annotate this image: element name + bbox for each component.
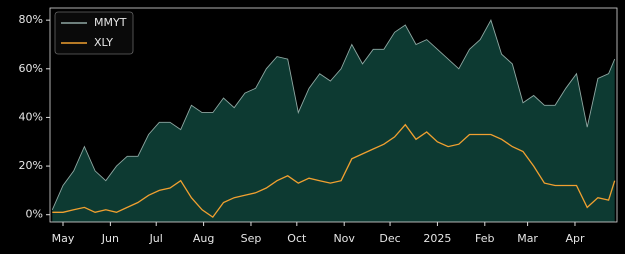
- area: [52, 20, 615, 223]
- line: [51, 19, 616, 210]
- x-tick-label: Apr: [565, 232, 585, 245]
- legend-label: XLY: [94, 36, 113, 49]
- legend: MMYT XLY: [54, 11, 134, 55]
- x-tick-label: Mar: [517, 232, 538, 245]
- line: [52, 123, 616, 218]
- legend-label: MMYT: [94, 16, 127, 29]
- x-tick-label: Sep: [241, 232, 262, 245]
- y-tick-label: 40%: [19, 110, 43, 123]
- x-tick-label: Nov: [333, 232, 355, 245]
- y-tick-label: 20%: [19, 159, 43, 172]
- y-tick-label: 0%: [26, 208, 43, 221]
- x-tick-label: Feb: [475, 232, 494, 245]
- x-tick-label: Oct: [287, 232, 307, 245]
- y-tick-label: 60%: [19, 62, 43, 75]
- x-tick-label: Jun: [101, 232, 119, 245]
- x-tick-label: Jul: [149, 232, 163, 245]
- x-tick-label: May: [52, 232, 75, 245]
- x-tick-label: Dec: [379, 232, 400, 245]
- x-tick-label: 2025: [423, 232, 451, 245]
- x-tick-label: Aug: [193, 232, 214, 245]
- plot-frame: [49, 7, 618, 223]
- y-tick-label: 80%: [19, 13, 43, 26]
